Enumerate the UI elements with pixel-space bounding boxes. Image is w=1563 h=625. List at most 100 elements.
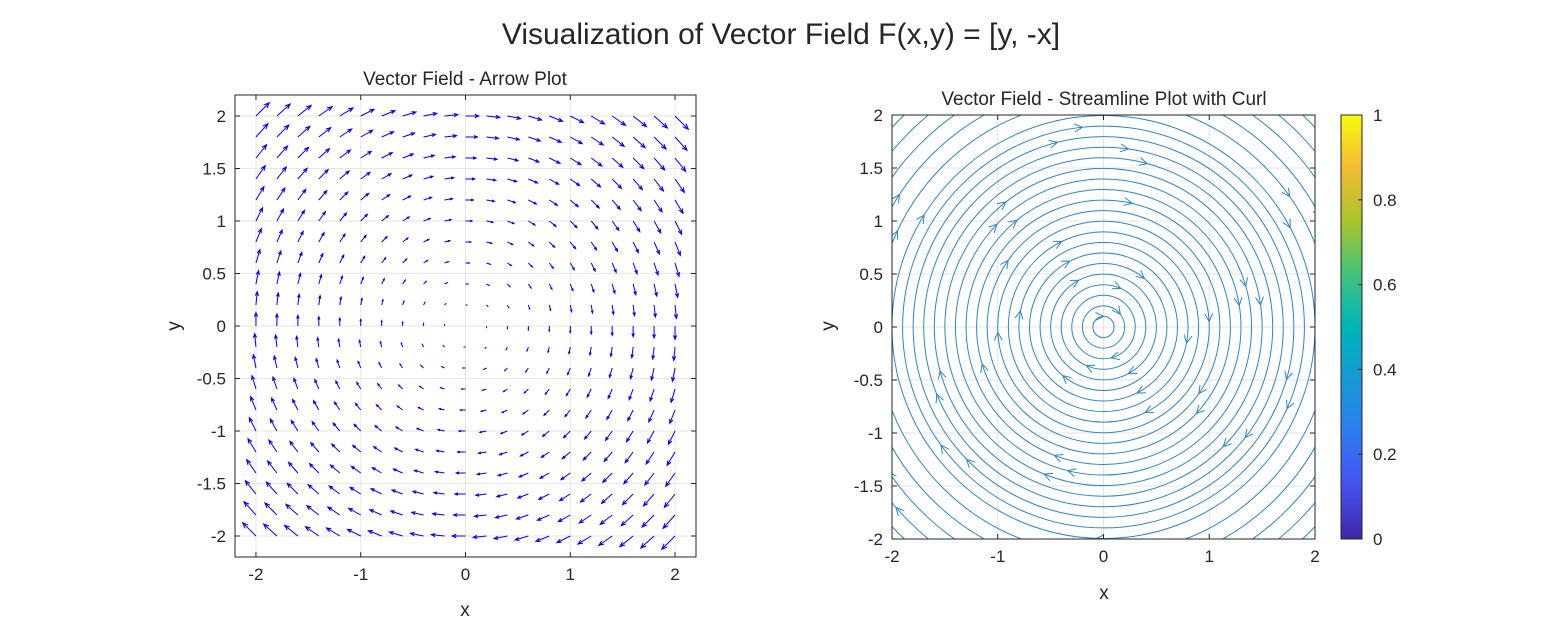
quiver-arrow xyxy=(465,113,481,119)
streamline-plot-title: Vector Field - Streamline Plot with Curl xyxy=(941,89,1266,110)
streamline-arrow xyxy=(937,369,947,380)
streamline-arrow xyxy=(1123,549,1131,557)
quiver-arrow xyxy=(590,115,606,125)
quiver-arrow xyxy=(318,252,324,264)
streamline-arrow xyxy=(1136,385,1147,394)
quiver-arrow xyxy=(471,534,487,540)
quiver-arrow xyxy=(486,283,491,286)
streamline-plot-ytick-label: 1.5 xyxy=(859,159,883,178)
quiver-arrow xyxy=(423,280,428,285)
quiver-arrow xyxy=(372,445,382,453)
arrow-plot-ytick-label: 0.5 xyxy=(202,265,226,284)
streamline xyxy=(1018,241,1189,413)
quiver-arrow xyxy=(568,346,571,356)
arrow-plot-ticks: -2 -1 0 1 2 -2 -1.5 -1 -0.5 0 0.5 1 1.5 2 xyxy=(197,95,696,584)
quiver-arrow xyxy=(314,378,320,390)
quiver-arrow xyxy=(582,451,592,461)
quiver-arrow xyxy=(312,399,320,411)
quiver-arrow xyxy=(297,272,302,285)
arrow-plot-ytick-label: -1.5 xyxy=(197,475,226,494)
quiver-arrow xyxy=(672,346,677,362)
quiver-arrow xyxy=(475,472,487,476)
quiver-arrow xyxy=(477,451,487,455)
quiver-arrow xyxy=(586,388,592,399)
streamline-plot-xtick-label: 0 xyxy=(1099,547,1108,566)
quiver-arrow xyxy=(243,500,257,516)
streamline-arrow xyxy=(1127,366,1138,375)
quiver-arrow xyxy=(569,326,572,335)
quiver-arrow xyxy=(506,326,509,331)
streamline-plot-xtick-label: -1 xyxy=(990,547,1005,566)
quiver-arrow xyxy=(305,504,320,516)
streamline-plot-ylabel: y xyxy=(818,321,839,331)
quiver-arrow xyxy=(653,241,660,256)
quiver-arrow xyxy=(527,283,532,290)
quiver-arrow xyxy=(559,472,571,481)
quiver-arrow xyxy=(465,177,477,181)
quiver-arrow xyxy=(402,299,405,306)
quiver-arrow xyxy=(250,395,257,411)
arrow-plot-ytick-label: 2 xyxy=(217,107,226,126)
quiver-arrow xyxy=(457,429,466,433)
quiver-arrow xyxy=(583,430,592,441)
quiver-arrow xyxy=(244,479,257,495)
colorbar-tick-label: 0 xyxy=(1373,530,1382,549)
streamline-plot-ytick-label: 0.5 xyxy=(859,265,883,284)
quiver-arrow xyxy=(666,451,676,467)
quiver-arrow xyxy=(369,488,382,495)
streamline-arrow xyxy=(1222,438,1232,448)
quiver-arrow xyxy=(402,132,416,138)
quiver-arrow xyxy=(325,527,341,537)
quiver-arrow xyxy=(536,514,550,521)
streamline-arrow xyxy=(1204,313,1214,323)
quiver-arrow xyxy=(599,514,613,526)
quiver-arrow xyxy=(607,388,613,400)
quiver-arrow xyxy=(422,321,425,326)
quiver-arrow xyxy=(569,283,574,292)
quiver-arrow xyxy=(444,239,452,243)
quiver-arrow xyxy=(667,430,676,446)
quiver-arrow xyxy=(590,136,605,146)
arrow-plot-xtick-label: 0 xyxy=(461,565,470,584)
quiver-arrow xyxy=(527,304,531,311)
streamline xyxy=(933,157,1274,497)
streamline-arrow xyxy=(1043,472,1054,482)
streamline-arrow xyxy=(1195,404,1205,415)
quiver-arrow xyxy=(670,388,676,404)
arrow-plot-ylabel: y xyxy=(164,321,185,331)
quiver-arrow xyxy=(284,503,299,516)
quiver-arrow xyxy=(360,213,369,222)
quiver-arrow xyxy=(309,441,320,453)
quiver-arrow xyxy=(381,131,395,138)
streamline xyxy=(1050,273,1157,381)
quiver-arrow xyxy=(444,176,456,180)
quiver-arrow xyxy=(632,136,647,149)
quiver-arrow xyxy=(339,232,346,243)
quiver-arrow xyxy=(389,510,403,516)
quiver-arrow xyxy=(496,472,508,477)
quiver-arrow xyxy=(339,128,353,138)
quiver-arrow xyxy=(330,443,341,453)
quiver-arrow xyxy=(444,197,454,201)
quiver-arrow xyxy=(653,283,658,298)
quiver-arrow xyxy=(295,334,299,348)
streamline-arrow xyxy=(1183,334,1193,345)
quiver-arrow xyxy=(402,237,410,243)
quiver-arrow xyxy=(502,388,508,393)
quiver-arrow xyxy=(652,326,656,340)
quiver-arrow xyxy=(423,301,426,306)
quiver-arrow xyxy=(564,409,571,418)
quiver-arrow xyxy=(632,115,648,128)
quiver-arrow xyxy=(549,178,560,186)
streamline-arrow xyxy=(1111,281,1122,290)
quiver-arrow xyxy=(293,377,299,390)
quiver-arrow xyxy=(627,409,634,422)
quiver-arrow xyxy=(269,417,278,432)
quiver-arrow xyxy=(643,472,655,487)
quiver-arrow xyxy=(507,220,516,225)
quiver-arrow xyxy=(444,218,453,222)
streamline xyxy=(965,189,1242,465)
quiver-arrow xyxy=(481,388,487,391)
quiver-arrow xyxy=(610,326,614,337)
streamline-arrow xyxy=(988,223,998,233)
